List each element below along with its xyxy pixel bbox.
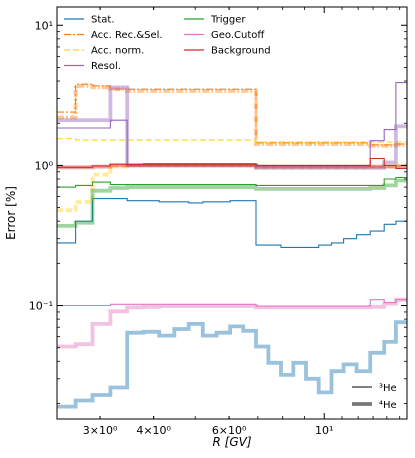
y-tick-label: 10¹ [35,19,53,32]
isotope-legend-label: ⁴He [379,400,397,411]
series-stat-he4-line [57,320,407,409]
series-trigger-he4-line [57,178,407,228]
x-tick-label: 4×10⁰ [136,424,171,437]
legend-label-trigger: Trigger [210,15,246,26]
axes-layer: 10⁻¹ 10⁰ 10¹ 3×10⁰ 4×10⁰ 6×10⁰ 10¹ [29,7,407,437]
y-tick-label: 10⁰ [35,159,54,172]
series-geo-cutoff-he3-line [57,299,407,307]
series-trigger-he3-line [57,176,407,188]
legend-label-stat: Stat. [91,15,115,26]
y-axis-label: Error [%] [4,186,18,240]
series-stat-he3-line [57,198,407,248]
isotope-legend: ³He ⁴He [352,383,397,411]
legend: Stat. Acc. Rec.&Sel. Acc. norm. Resol. Trigg… [64,15,271,72]
legend-label-acc-norm: Acc. norm. [91,46,144,57]
plot-frame [56,6,408,420]
legend-label-geo-cutoff: Geo.Cutoff [211,30,265,41]
isotope-legend-label: ³He [379,383,397,394]
legend-label-acc-rec-sel: Acc. Rec.&Sel. [91,30,163,41]
x-axis-label: R [GV] [212,435,251,449]
series-acc-rec-sel-he4-line [57,83,407,148]
series-resol-he3-line [57,82,407,167]
legend-label-background: Background [211,46,271,57]
series-acc-norm-he4-line [57,163,407,212]
series-background-he3-line [57,157,407,170]
x-tick-label: 3×10⁰ [83,424,118,437]
series-geo-cutoff-he4-line [57,297,407,349]
series-acc-norm-he3-line [57,138,407,143]
x-tick-label: 10¹ [315,424,333,437]
x-tick-label: 6×10⁰ [212,424,247,437]
y-tick-label: 10⁻¹ [29,300,53,313]
series-layer [57,82,407,409]
legend-label-resol: Resol. [91,61,121,72]
series-acc-rec-sel-he3-line [57,83,407,146]
